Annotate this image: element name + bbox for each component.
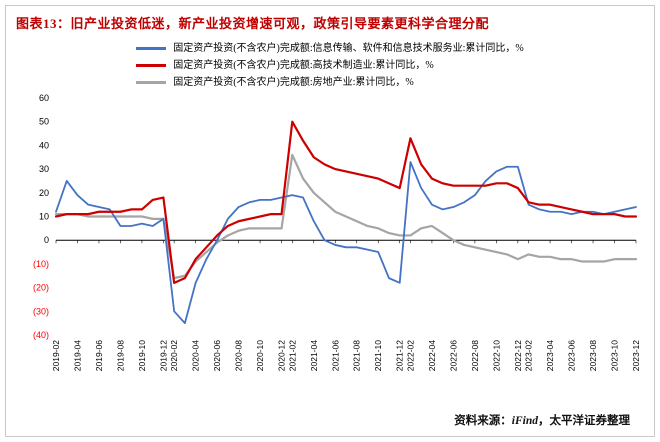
svg-text:2019-04: 2019-04: [72, 340, 82, 371]
svg-text:2019-06: 2019-06: [94, 340, 104, 371]
line-swatch-icon: [136, 64, 167, 67]
svg-text:2020-04: 2020-04: [191, 340, 201, 371]
svg-text:(10): (10): [33, 259, 49, 269]
legend-item-it-services: 固定资产投资(不含农户)完成额:信息传输、软件和信息技术服务业:累计同比，%: [136, 40, 524, 57]
svg-text:2022-06: 2022-06: [448, 340, 458, 371]
line-swatch-icon: [136, 47, 167, 50]
line-swatch-icon: [136, 81, 167, 84]
svg-text:20: 20: [39, 188, 49, 198]
svg-text:(40): (40): [33, 330, 49, 340]
svg-text:2023-12: 2023-12: [631, 340, 641, 371]
svg-text:2021-08: 2021-08: [352, 340, 362, 371]
svg-text:(30): (30): [33, 306, 49, 316]
svg-text:(20): (20): [33, 283, 49, 293]
svg-text:2020-10: 2020-10: [255, 340, 265, 371]
svg-text:2021-02: 2021-02: [287, 340, 297, 371]
svg-text:2023-10: 2023-10: [610, 340, 620, 371]
svg-text:0: 0: [44, 235, 49, 245]
svg-text:2019-08: 2019-08: [115, 340, 125, 371]
svg-text:2020-08: 2020-08: [234, 340, 244, 371]
svg-text:10: 10: [39, 212, 49, 222]
line-chart: 60 50 40 30 20 10 0 (10) (20) (30) (40)2019-02 2019…: [33, 93, 641, 371]
svg-text:2021-10: 2021-10: [373, 340, 383, 371]
source-brand: iFind: [511, 415, 538, 427]
chart-title: 图表13：旧产业投资低迷，新产业投资增速可观，政策引导要素更科学合理分配: [16, 16, 490, 31]
svg-text:2023-06: 2023-06: [567, 340, 577, 371]
svg-text:2020-02: 2020-02: [169, 340, 179, 371]
chart-area: 60 50 40 30 20 10 0 (10) (20) (30) (40) 2019-02 2019…: [16, 93, 644, 398]
svg-text:30: 30: [39, 164, 49, 174]
source-prefix-label: 资料来源：: [454, 415, 512, 427]
source-suffix-label: ，太平洋证券整理: [538, 415, 630, 427]
svg-text:40: 40: [39, 140, 49, 150]
svg-text:2021-04: 2021-04: [309, 340, 319, 371]
legend-label: 固定资产投资(不含农户)完成额:信息传输、软件和信息技术服务业:累计同比，%: [173, 43, 524, 54]
svg-text:2022-08: 2022-08: [470, 340, 480, 371]
svg-text:2022-02: 2022-02: [405, 340, 415, 371]
svg-text:2023-02: 2023-02: [524, 340, 534, 371]
svg-text:2019-02: 2019-02: [51, 340, 61, 371]
svg-text:2021-06: 2021-06: [330, 340, 340, 371]
legend-label: 固定资产投资(不含农户)完成额:房地产业:累计同比，%: [173, 77, 414, 88]
svg-text:2020-06: 2020-06: [212, 340, 222, 371]
svg-text:2019-12: 2019-12: [158, 340, 168, 371]
svg-text:60: 60: [39, 93, 49, 103]
svg-text:2021-12: 2021-12: [395, 340, 405, 371]
figure-frame: 图表13：旧产业投资低迷，新产业投资增速可观，政策引导要素更科学合理分配 固定资…: [5, 5, 655, 437]
legend-item-hightech-manufacturing: 固定资产投资(不含农户)完成额:高技术制造业:累计同比，%: [136, 57, 524, 74]
svg-text:2023-04: 2023-04: [545, 340, 555, 371]
svg-text:50: 50: [39, 117, 49, 127]
legend-label: 固定资产投资(不含农户)完成额:高技术制造业:累计同比，%: [173, 60, 434, 71]
svg-text:2023-08: 2023-08: [588, 340, 598, 371]
legend-item-real-estate: 固定资产投资(不含农户)完成额:房地产业:累计同比，%: [136, 74, 524, 91]
svg-text:2022-12: 2022-12: [513, 340, 523, 371]
svg-text:2020-12: 2020-12: [277, 340, 287, 371]
legend: 固定资产投资(不含农户)完成额:信息传输、软件和信息技术服务业:累计同比，% 固…: [136, 40, 524, 91]
svg-text:2022-10: 2022-10: [491, 340, 501, 371]
svg-text:2019-10: 2019-10: [137, 340, 147, 371]
svg-text:2022-04: 2022-04: [427, 340, 437, 371]
source-note: 资料来源：iFind，太平洋证券整理: [16, 412, 644, 428]
